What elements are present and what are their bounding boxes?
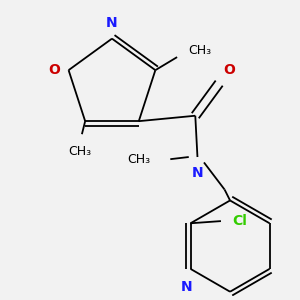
Text: CH₃: CH₃ — [188, 44, 211, 57]
Text: CH₃: CH₃ — [68, 145, 91, 158]
Text: Cl: Cl — [232, 214, 247, 228]
Text: N: N — [106, 16, 118, 30]
Text: N: N — [180, 280, 192, 294]
Text: O: O — [224, 63, 236, 76]
Text: N: N — [192, 166, 203, 180]
Text: CH₃: CH₃ — [128, 153, 151, 166]
Text: O: O — [48, 63, 60, 77]
